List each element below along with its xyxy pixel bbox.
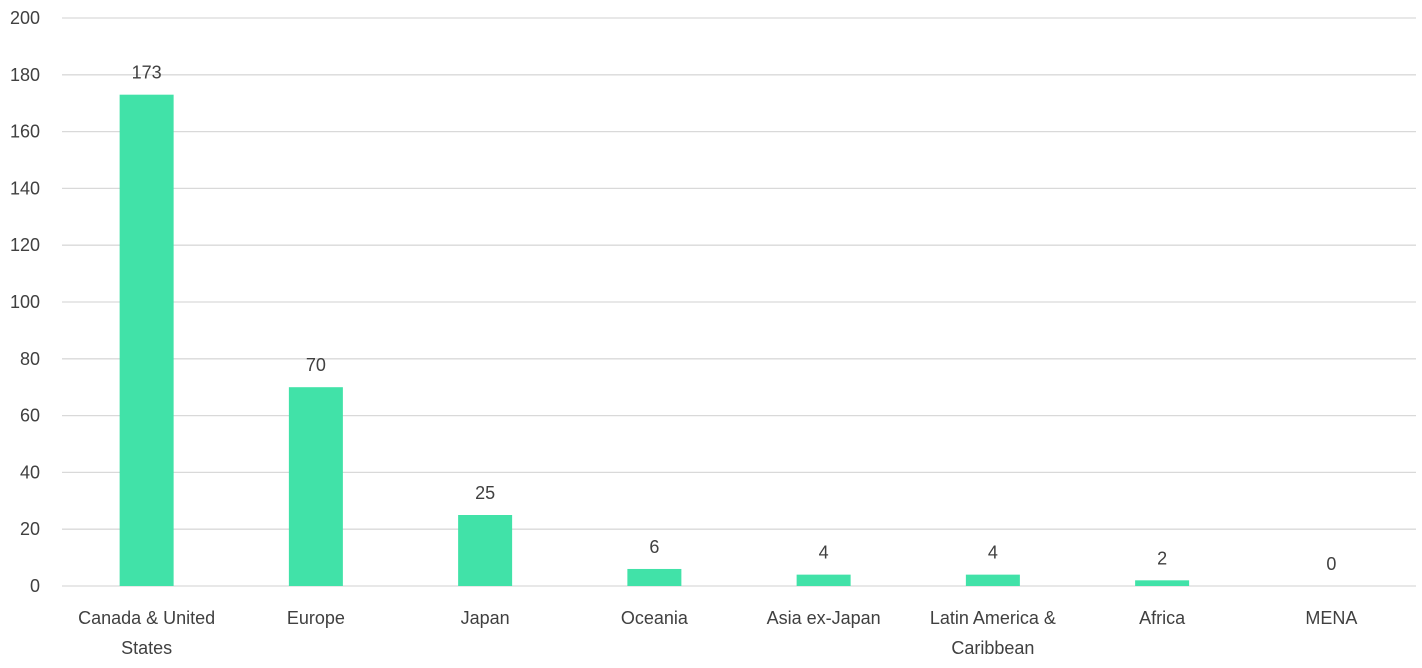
y-tick-label-20: 20 (20, 519, 40, 539)
bar-4 (796, 574, 851, 586)
category-label-4: Asia ex-Japan (767, 608, 881, 628)
bar-3 (627, 568, 682, 586)
bar-2 (458, 515, 513, 586)
bar-6 (1135, 580, 1190, 586)
bar-1 (288, 387, 343, 586)
data-label-0: 173 (132, 63, 162, 83)
x-axis-category-labels: Canada & United States Europe Japan Oceania A… (78, 608, 1357, 658)
y-tick-label-60: 60 (20, 406, 40, 426)
y-tick-label-0: 0 (30, 576, 40, 596)
y-tick-label-140: 140 (10, 178, 40, 198)
data-label-7: 0 (1326, 554, 1336, 574)
y-tick-label-100: 100 (10, 292, 40, 312)
category-label-5: Latin America & Caribbean (930, 608, 1056, 658)
y-tick-label-200: 200 (10, 8, 40, 28)
bar-0 (119, 94, 174, 587)
data-label-4: 4 (819, 543, 829, 563)
y-tick-label-120: 120 (10, 235, 40, 255)
data-label-2: 25 (475, 483, 495, 503)
y-tick-label-40: 40 (20, 462, 40, 482)
data-label-5: 4 (988, 543, 998, 563)
gridlines (62, 17, 1416, 587)
y-tick-label-80: 80 (20, 349, 40, 369)
category-label-0: Canada & United States (78, 608, 215, 658)
data-label-6: 2 (1157, 548, 1167, 568)
category-label-1: Europe (287, 608, 345, 628)
category-label-7: MENA (1305, 608, 1357, 628)
data-label-1: 70 (306, 355, 326, 375)
bars (119, 94, 1190, 587)
bar-5 (965, 574, 1020, 586)
data-label-3: 6 (649, 537, 659, 557)
y-tick-label-180: 180 (10, 65, 40, 85)
category-label-3: Oceania (621, 608, 689, 628)
data-labels: 173 70 25 6 4 4 2 0 (132, 63, 1337, 574)
category-label-6: Africa (1139, 608, 1186, 628)
y-tick-label-160: 160 (10, 122, 40, 142)
category-label-2: Japan (461, 608, 510, 628)
y-axis-tick-labels: 0 20 40 60 80 100 120 140 160 180 200 (10, 8, 40, 596)
